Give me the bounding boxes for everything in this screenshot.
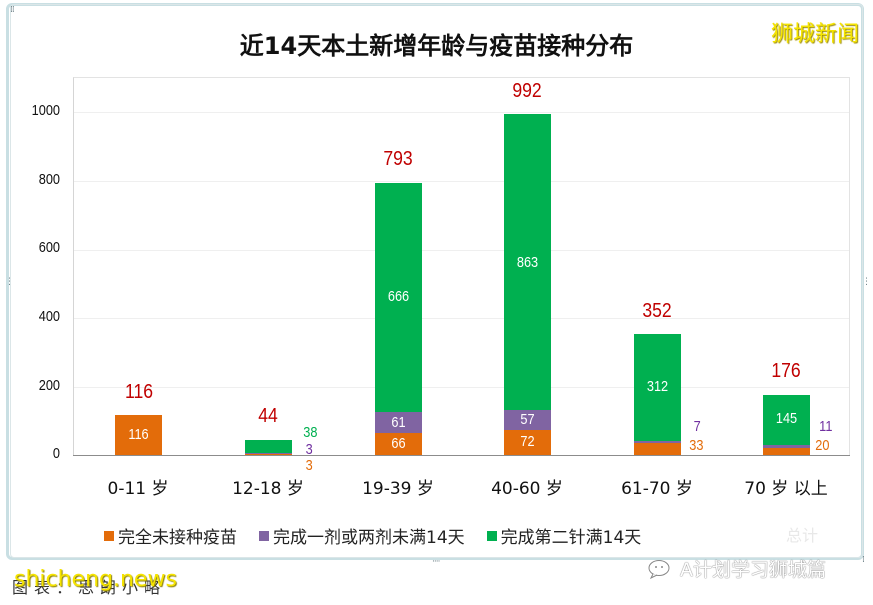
resize-handle-bottom[interactable]: ···· (432, 557, 441, 567)
bar-12-18-unvaccinated[interactable] (245, 454, 292, 455)
legend-item-fully-vaccinated[interactable]: 完成第二针满14天 (486, 523, 642, 548)
bar-40-60-unvaccinated[interactable]: 72 (504, 430, 551, 455)
x-label-0-11: 0-11 岁 (107, 479, 169, 499)
gridline-600 (74, 250, 849, 251)
x-axis-line (73, 455, 850, 456)
bar-40-60-partial[interactable]: 57 (504, 410, 551, 430)
legend-label: 完全未接种疫苗 (118, 528, 237, 548)
legend-swatch-green-icon (486, 530, 497, 541)
total-label-70plus: 176 (771, 360, 801, 382)
legend: 完全未接种疫苗 完成一剂或两剂未满14天 完成第二针满14天 (104, 523, 641, 548)
segment-label: 116 (128, 426, 149, 443)
resize-handle-left[interactable]: ⋮ (5, 277, 14, 287)
bar-70plus-unvaccinated[interactable] (763, 448, 810, 455)
legend-item-partial[interactable]: 完成一剂或两剂未满14天 (259, 523, 465, 548)
legend-item-unvaccinated[interactable]: 完全未接种疫苗 (104, 523, 237, 548)
segment-label: 66 (391, 435, 406, 452)
gridline-1000 (74, 112, 849, 113)
legend-swatch-purple-icon (259, 530, 269, 541)
gridline-400 (74, 318, 849, 319)
y-tick-600: 600 (38, 239, 60, 256)
bar-61-70-fully-vaccinated[interactable]: 312 (634, 334, 681, 441)
segment-label: 57 (520, 411, 535, 428)
total-label-61-70: 352 (642, 300, 672, 322)
x-label-61-70: 61-70 岁 (621, 479, 693, 499)
bar-61-70-unvaccinated[interactable] (634, 443, 681, 455)
wechat-watermark: A计划学习狮城篇 (648, 555, 826, 582)
site-watermark: shicheng.news (14, 567, 177, 592)
segment-label: 312 (646, 378, 669, 395)
segment-label: 863 (516, 254, 539, 271)
bar-70plus-fully-vaccinated[interactable]: 145 (763, 395, 810, 445)
total-label-40-60: 992 (512, 80, 542, 102)
segment-label: 666 (387, 288, 410, 305)
y-tick-800: 800 (38, 171, 60, 188)
x-label-70plus: 70 岁 以上 (744, 479, 828, 499)
resize-handle-top-left[interactable]: ⁞⁞ (10, 5, 15, 15)
y-tick-200: 200 (38, 377, 60, 394)
y-tick-0: 0 (52, 445, 60, 462)
side-label-12-18-partial: 3 (305, 441, 313, 458)
ghost-legend-total: 总计 (786, 526, 819, 545)
legend-swatch-orange-icon (104, 530, 114, 541)
segment-label: 72 (520, 433, 535, 450)
chart-frame (6, 3, 864, 560)
chart-title: 近14天本土新增年龄与疫苗接种分布 (239, 32, 634, 60)
brand-watermark: 狮城新闻 (770, 22, 859, 47)
bar-19-39-fully-vaccinated[interactable]: 666 (375, 183, 422, 412)
segment-label: 145 (775, 410, 798, 427)
bar-19-39-partial[interactable]: 61 (375, 412, 422, 433)
side-label-12-18-unvax: 3 (305, 457, 313, 474)
chart-credit: 图表：思朗小略 (12, 578, 167, 597)
gridline-800 (74, 181, 849, 182)
plot-area (73, 77, 850, 455)
side-label-70plus-partial: 11 (819, 418, 833, 435)
bar-70plus-partial[interactable] (763, 445, 810, 448)
legend-label: 完成一剂或两剂未满14天 (273, 528, 465, 548)
resize-handle-bottom-right[interactable]: ⁞ (862, 555, 865, 565)
resize-handle-right[interactable]: ⋮ (862, 277, 871, 287)
side-label-61-70-partial: 7 (693, 418, 701, 435)
bar-61-70-partial[interactable] (634, 441, 681, 443)
x-label-19-39: 19-39 岁 (362, 479, 434, 499)
chart-area-border (10, 4, 863, 558)
total-label-0-11: 116 (124, 381, 154, 403)
segment-label: 61 (391, 414, 406, 431)
bar-12-18-partial[interactable] (245, 453, 292, 454)
bar-19-39-unvaccinated[interactable]: 66 (375, 433, 422, 455)
y-tick-1000: 1000 (31, 102, 60, 119)
legend-label: 完成第二针满14天 (500, 528, 642, 548)
gridline-200 (74, 387, 849, 388)
wechat-account-name: A计划学习狮城篇 (680, 559, 826, 581)
bar-12-18-fully-vaccinated[interactable] (245, 440, 292, 453)
x-label-40-60: 40-60 岁 (491, 479, 563, 499)
bar-40-60-fully-vaccinated[interactable]: 863 (504, 114, 551, 410)
side-label-61-70-unvax: 33 (689, 437, 704, 454)
side-label-12-18-full: 38 (303, 424, 318, 441)
x-label-12-18: 12-18 岁 (232, 479, 304, 499)
total-label-12-18: 44 (258, 405, 278, 427)
side-label-70plus-unvax: 20 (815, 437, 830, 454)
bar-0-11-unvaccinated[interactable]: 116 (115, 415, 162, 455)
total-label-19-39: 793 (383, 148, 413, 170)
y-tick-400: 400 (38, 308, 60, 325)
wechat-icon (648, 559, 670, 579)
